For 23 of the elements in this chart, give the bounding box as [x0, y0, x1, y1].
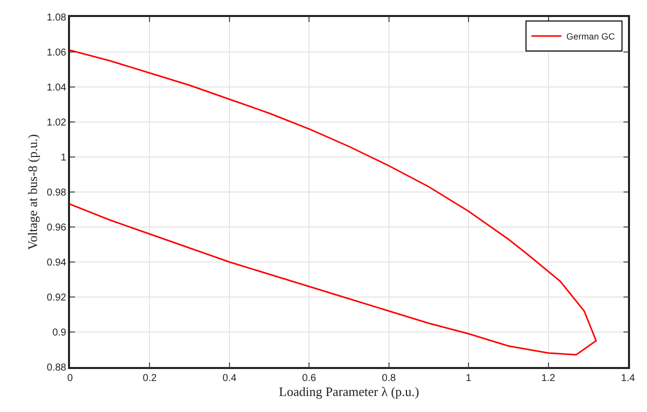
- x-tick-label: 1.4: [621, 372, 636, 384]
- x-tick-label: 1.2: [541, 372, 556, 384]
- x-tick-label: 0.4: [222, 372, 237, 384]
- y-tick-label: 1.04: [46, 82, 67, 94]
- y-tick-label: 0.9: [52, 328, 67, 338]
- y-tick-label: 0.94: [46, 258, 67, 268]
- y-tick-label: 1.02: [46, 118, 67, 128]
- x-tick-label: 1: [466, 372, 472, 384]
- y-tick-label: 0.92: [46, 292, 67, 304]
- x-tick-label: 0.8: [382, 372, 396, 384]
- y-tick-label: 1: [60, 152, 67, 164]
- y-tick-label: 1.06: [46, 48, 67, 58]
- y-tick-label: 1.08: [46, 12, 67, 24]
- y-axis-title: Voltage at bus-8 (p.u.): [25, 134, 40, 250]
- legend-label: German GC: [566, 32, 616, 42]
- y-tick-label: 0.98: [46, 188, 67, 198]
- x-tick-label: 0: [67, 372, 74, 384]
- y-tick-label: 0.88: [46, 362, 67, 374]
- x-tick-label: 0.2: [142, 372, 158, 384]
- x-axis-title: Loading Parameter λ (p.u.): [278, 384, 420, 399]
- x-tick-label: 0.6: [302, 372, 317, 384]
- line-series: [70, 50, 597, 356]
- y-tick-label: 0.96: [46, 222, 67, 234]
